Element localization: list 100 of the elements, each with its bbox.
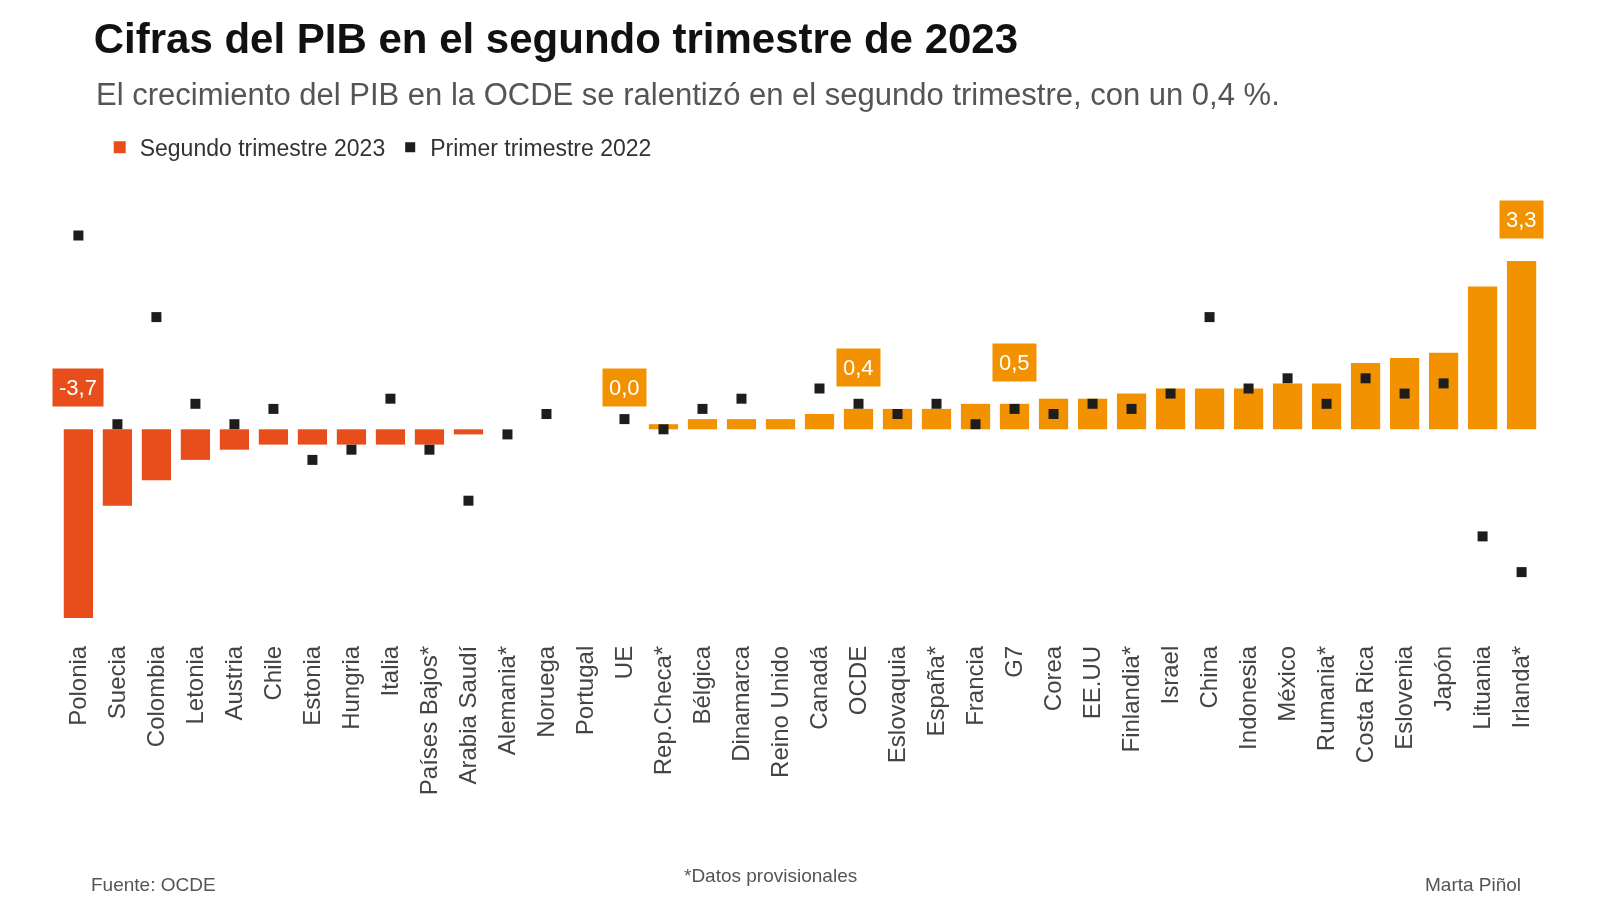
bar (1311, 383, 1342, 430)
bar (141, 429, 172, 481)
x-tick-label: Estonia (298, 645, 326, 726)
legend-label: Segundo trimestre 2023 (139, 135, 386, 162)
x-tick-label: Bélgica (688, 645, 716, 725)
point (268, 403, 279, 414)
x-tick-label: Indonesia (1234, 645, 1262, 750)
bar (1155, 388, 1186, 430)
x-tick-label: Finlandia* (1117, 645, 1145, 753)
point (229, 419, 240, 430)
point (1360, 373, 1371, 384)
x-tick-label: Hungria (337, 645, 365, 730)
bar (1194, 388, 1225, 430)
bar (726, 419, 757, 430)
point (151, 312, 162, 323)
data-label: 0,4 (843, 355, 874, 380)
point (931, 398, 942, 409)
source-note: Fuente: OCDE (91, 874, 216, 895)
bar (1233, 388, 1264, 430)
x-tick-label: OCDE (844, 645, 872, 716)
x-tick-label: Dinamarca (727, 645, 755, 762)
text: Marta Piñol (1425, 874, 1522, 895)
point (502, 429, 513, 440)
point (1477, 531, 1488, 542)
x-tick-label: Eslovenia (1390, 645, 1418, 750)
point (541, 409, 552, 419)
x-tick-label: Chile (259, 645, 287, 701)
point (1321, 398, 1332, 409)
point (658, 424, 669, 435)
x-tick-label: Lituania (1468, 645, 1496, 730)
x-tick-label: Suecia (103, 645, 131, 720)
point (1087, 398, 1098, 409)
x-tick-label: Israel (1156, 645, 1184, 705)
x-tick-label: Arabia Saudí (454, 645, 482, 785)
bar (1389, 357, 1420, 430)
point (385, 393, 396, 404)
x-tick-label: Rep.Checa* (649, 645, 677, 776)
point (112, 419, 123, 430)
x-tick-label: UE (610, 645, 638, 680)
point (1165, 388, 1176, 399)
point (853, 398, 864, 409)
x-tick-label: Alemania* (493, 645, 521, 756)
x-tick-label: Portugal (571, 645, 599, 736)
data-label: 0,5 (999, 350, 1030, 375)
x-tick-label: Polonia (64, 645, 92, 726)
point (1204, 312, 1215, 323)
point (1243, 383, 1254, 394)
bar (921, 408, 952, 430)
bar (687, 419, 718, 430)
x-tick-label: Noruega (532, 645, 560, 738)
point (307, 454, 318, 465)
x-tick-label: Canadá (805, 645, 833, 730)
bar (297, 429, 328, 445)
bar (219, 429, 250, 450)
point (1438, 378, 1449, 389)
x-tick-label: Austria (220, 645, 248, 721)
bar (1428, 352, 1459, 430)
bar (1467, 286, 1498, 430)
x-tick-label: EE.UU (1078, 645, 1106, 720)
bar (336, 429, 367, 445)
bar (1350, 363, 1381, 430)
point (697, 403, 708, 414)
point (73, 230, 84, 241)
bar (453, 429, 484, 435)
bar (414, 429, 445, 445)
point (346, 444, 357, 455)
x-tick-label: Reino Unido (766, 645, 794, 778)
point (1009, 403, 1020, 414)
point (190, 398, 201, 409)
data-label: -3,7 (59, 375, 97, 400)
bar (102, 429, 133, 506)
x-tick-label: Eslovaquia (883, 645, 911, 764)
bar (765, 419, 796, 430)
x-tick-label: México (1273, 645, 1301, 722)
point (1516, 567, 1527, 578)
bar (180, 429, 211, 460)
chart-title: Cifras del PIB en el segundo trimestre de 2023 (93, 14, 1019, 62)
legend-label: Primer trimestre 2022 (430, 135, 652, 162)
x-tick-label: Italia (376, 645, 404, 697)
bar (63, 429, 94, 618)
x-tick-label: España* (922, 645, 950, 737)
x-tick-label: Irlanda* (1507, 645, 1535, 729)
bar (1506, 261, 1537, 430)
x-tick-label: Japón (1429, 645, 1457, 712)
x-tick-label: China (1195, 645, 1223, 709)
x-tick-label: Colombia (142, 645, 170, 748)
x-tick-label: Países Bajos* (415, 645, 443, 796)
x-tick-label: G7 (1000, 645, 1028, 678)
bar (375, 429, 406, 445)
text: *Datos provisionales (684, 865, 858, 886)
x-tick-label: Corea (1039, 645, 1067, 712)
x-tick-label: Francia (961, 645, 989, 726)
data-label: 3,3 (1506, 207, 1537, 232)
x-tick-label: Costa Rica (1351, 645, 1379, 764)
point (970, 419, 981, 430)
point (814, 383, 825, 394)
bar (1272, 383, 1303, 430)
bar (258, 429, 289, 445)
data-label: 0,0 (609, 375, 640, 400)
x-tick-label: Letonia (181, 645, 209, 725)
